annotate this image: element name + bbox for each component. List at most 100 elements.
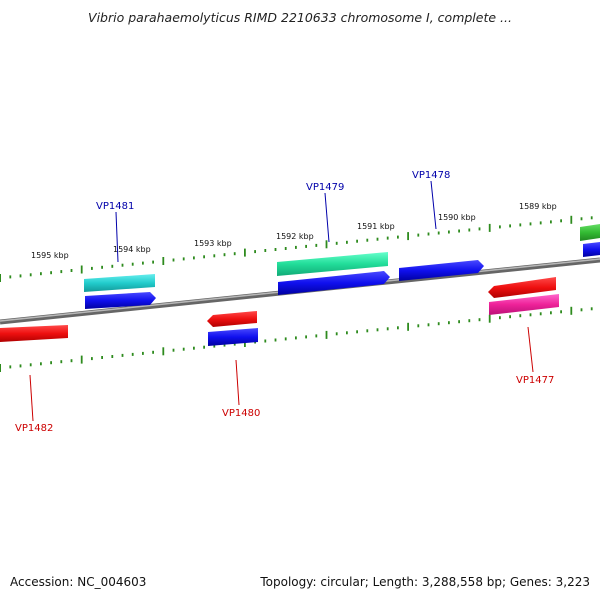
minor-tick <box>121 353 124 357</box>
minor-tick <box>397 326 399 330</box>
minor-tick <box>213 344 216 348</box>
gene-label-vp1478[interactable]: VP1478 <box>412 170 450 181</box>
minor-tick <box>111 264 114 268</box>
minor-tick <box>315 243 318 247</box>
major-tick <box>570 215 573 224</box>
minor-tick <box>335 241 338 245</box>
minor-tick <box>213 254 216 258</box>
minor-tick <box>539 221 542 225</box>
tick-label: 1592 kbp <box>276 232 314 241</box>
leader-line-vp1482 <box>29 374 34 422</box>
minor-tick <box>142 351 144 355</box>
minor-tick <box>50 271 52 275</box>
minor-tick <box>152 260 154 264</box>
gene-feature-vp1481-cyan[interactable] <box>84 274 155 292</box>
minor-tick <box>519 223 522 227</box>
minor-tick <box>111 355 114 358</box>
gene-feature-vp1482-cds[interactable] <box>0 325 68 342</box>
major-tick <box>488 314 491 323</box>
major-tick <box>407 322 409 331</box>
minor-tick <box>590 307 593 311</box>
gene-feature-vp1480-cds[interactable] <box>207 311 257 327</box>
gene-feature-edge-green[interactable] <box>580 224 600 241</box>
leader-line-vp1480 <box>235 359 240 406</box>
minor-tick <box>284 337 287 341</box>
minor-tick <box>376 328 379 332</box>
minor-tick <box>427 323 430 327</box>
minor-tick <box>366 238 369 242</box>
minor-tick <box>458 229 460 233</box>
minor-tick <box>9 365 12 369</box>
minor-tick <box>91 357 93 361</box>
minor-tick <box>386 236 389 240</box>
minor-tick <box>203 345 205 349</box>
minor-tick <box>9 275 12 279</box>
minor-tick <box>152 350 154 354</box>
minor-tick <box>376 237 379 241</box>
leader-line-vp1481 <box>115 211 119 263</box>
minor-tick <box>509 224 511 228</box>
minor-tick <box>223 343 226 347</box>
minor-tick <box>560 219 562 223</box>
map-title: Vibrio parahaemolyticus RIMD 2210633 chr… <box>88 10 512 25</box>
gene-label-vp1477[interactable]: VP1477 <box>516 375 554 386</box>
minor-tick <box>193 346 195 350</box>
minor-tick <box>50 361 52 365</box>
minor-tick <box>254 250 256 254</box>
gene-feature-vp1479-teal[interactable] <box>277 252 388 276</box>
gene-feature-edge-blue[interactable] <box>583 242 600 257</box>
minor-tick <box>437 231 440 235</box>
tick-label: 1593 kbp <box>194 239 232 248</box>
minor-tick <box>550 220 552 224</box>
gene-feature-vp1479-cds[interactable] <box>278 271 390 295</box>
minor-tick <box>274 338 277 342</box>
minor-tick <box>458 320 460 324</box>
gene-label-vp1482[interactable]: VP1482 <box>15 423 53 434</box>
minor-tick <box>335 332 338 336</box>
major-tick <box>407 232 409 241</box>
major-tick <box>325 330 328 339</box>
minor-tick <box>203 255 205 259</box>
minor-tick <box>499 316 501 320</box>
minor-tick <box>70 359 73 363</box>
outer-tick-ruler <box>0 215 593 282</box>
minor-tick <box>60 360 63 364</box>
minor-tick <box>29 273 32 277</box>
minor-tick <box>131 352 134 356</box>
tick-label: 1595 kbp <box>31 251 69 260</box>
gene-feature-vp1477-pink[interactable] <box>489 294 559 315</box>
minor-tick <box>346 240 348 244</box>
minor-tick <box>70 269 73 272</box>
major-tick <box>80 355 83 364</box>
gene-label-vp1479[interactable]: VP1479 <box>306 182 344 193</box>
leader-line-vp1479 <box>324 192 330 243</box>
gene-feature-vp1477-cds[interactable] <box>488 277 556 298</box>
gene-feature-vp1478-cds[interactable] <box>399 260 484 281</box>
tick-label: 1594 kbp <box>113 245 151 254</box>
minor-tick <box>529 313 532 317</box>
minor-tick <box>509 315 511 319</box>
minor-tick <box>40 362 42 366</box>
minor-tick <box>193 256 195 260</box>
gene-label-vp1480[interactable]: VP1480 <box>222 408 260 419</box>
minor-tick <box>386 327 389 331</box>
minor-tick <box>274 248 277 251</box>
minor-tick <box>295 245 297 249</box>
minor-tick <box>366 329 369 333</box>
minor-tick <box>182 257 185 261</box>
minor-tick <box>19 364 22 368</box>
minor-tick <box>172 348 175 352</box>
gene-feature-vp1481-cds[interactable] <box>85 292 156 309</box>
minor-tick <box>529 222 532 226</box>
gene-feature-vp1480-blue[interactable] <box>208 328 258 346</box>
minor-tick <box>305 335 307 339</box>
minor-tick <box>448 321 450 325</box>
major-tick <box>162 347 165 356</box>
minor-tick <box>264 339 267 343</box>
minor-tick <box>101 265 103 269</box>
minor-tick <box>468 228 471 232</box>
gene-label-vp1481[interactable]: VP1481 <box>96 201 134 212</box>
minor-tick <box>427 232 430 236</box>
minor-tick <box>40 272 42 276</box>
